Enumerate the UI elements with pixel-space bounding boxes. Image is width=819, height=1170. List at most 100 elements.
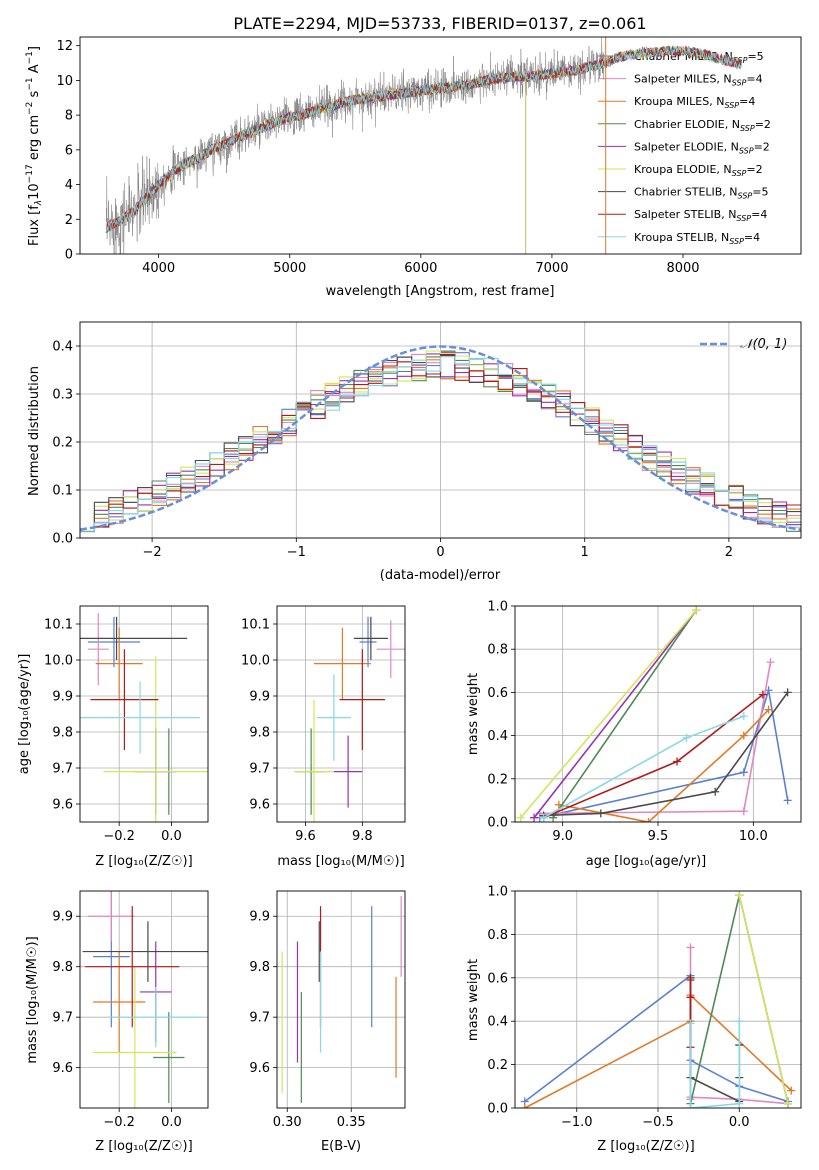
residual-hist-kroupa-stelib bbox=[80, 356, 801, 532]
spectrum-ytick-label: 2 bbox=[65, 213, 73, 228]
age-vs-mass-ytick-label: 10.0 bbox=[241, 654, 270, 669]
residuals-xtick-label: 0 bbox=[436, 545, 444, 560]
weight-marker bbox=[739, 807, 748, 816]
residuals-ytick-label: 0.3 bbox=[52, 388, 73, 403]
weight-vs-Z-ytick-label: 0.6 bbox=[487, 971, 508, 986]
spectrum-xlabel: wavelength [Angstrom, rest frame] bbox=[326, 284, 555, 299]
mass-vs-EBV-ytick-label: 9.9 bbox=[249, 910, 270, 925]
weightZ-xlabel: Z [log₁₀(Z/Z☉)] bbox=[597, 1139, 694, 1154]
weight-marker bbox=[711, 787, 720, 796]
weight-marker bbox=[673, 757, 682, 766]
weight-vs-Z-frame bbox=[514, 890, 802, 1109]
weight-line-chabrier-stelib bbox=[543, 691, 789, 817]
age-vs-Z-ytick-label: 9.6 bbox=[52, 798, 73, 813]
weight-vs-age-ytick-label: 0.6 bbox=[487, 686, 508, 701]
weight-marker bbox=[758, 690, 767, 699]
weight-marker bbox=[764, 705, 773, 714]
residuals-xtick-label: −2 bbox=[143, 545, 162, 560]
mass-vs-EBV-axes: 0.30 0.35 9.6 9.7 9.8 9.9 bbox=[249, 891, 405, 1130]
weight-marker bbox=[644, 818, 653, 822]
mass-vs-Z-ytick-label: 9.6 bbox=[52, 1061, 73, 1076]
spectrum-data bbox=[105, 37, 743, 254]
weight-vs-age-ytick-label: 1.0 bbox=[487, 600, 508, 615]
weight-vs-Z-ytick-label: 0.4 bbox=[487, 1015, 508, 1030]
weight-vs-age-ytick-label: 0.8 bbox=[487, 643, 508, 658]
weight-line-chabrier-miles bbox=[539, 689, 789, 819]
errorbar-point bbox=[82, 921, 208, 982]
weight-marker bbox=[739, 731, 748, 740]
weight-vs-age-ytick-label: 0.2 bbox=[487, 772, 508, 787]
spectrum-frame bbox=[79, 36, 802, 255]
mass-vs-EBV-xtick-label: 0.35 bbox=[337, 1115, 366, 1130]
residuals-ytick-label: 0.2 bbox=[52, 436, 73, 451]
age-vs-Z-ytick-label: 9.9 bbox=[52, 690, 73, 705]
age-vs-mass-ytick-label: 9.6 bbox=[249, 798, 270, 813]
mass-vs-Z-axes: −0.2 0.0 9.6 9.7 9.8 9.9 bbox=[52, 891, 208, 1130]
mass-vs-Z-ytick-label: 9.9 bbox=[52, 910, 73, 925]
weight-marker bbox=[787, 1086, 796, 1095]
weight-vs-Z-xtick-label: −1.0 bbox=[561, 1115, 593, 1130]
weight-marker bbox=[783, 796, 792, 805]
residuals-panel: (data-model)/error Normed distribution 𝒩… bbox=[27, 337, 787, 583]
weight-vs-age-xtick-label: 9.5 bbox=[648, 829, 669, 844]
weight-marker bbox=[516, 813, 525, 822]
age-vs-Z-ytick-label: 9.7 bbox=[52, 762, 73, 777]
legend-label: Kroupa MILES, NSSP=4 bbox=[634, 95, 755, 110]
residuals-axes: −2 −1 0 1 2 0.0 0.1 0.2 0.3 0.4 bbox=[52, 322, 801, 560]
ageZ-xlabel: Z [log₁₀(Z/Z☉)] bbox=[95, 854, 192, 869]
weight-marker bbox=[682, 733, 691, 742]
errorbar-point bbox=[376, 620, 405, 678]
errorbar-point bbox=[85, 906, 180, 1028]
age-vs-mass-xtick-label: 9.6 bbox=[295, 829, 316, 844]
errorbar-point bbox=[313, 627, 371, 700]
spectrum-ylabel: Flux [fλ10−17 erg cm−2 s−1 A−1] bbox=[25, 46, 44, 246]
weight-marker bbox=[596, 809, 605, 818]
age-vs-Z-frame bbox=[79, 605, 209, 823]
weight-vs-age-ytick-label: 0.0 bbox=[487, 816, 508, 831]
weight-marker bbox=[686, 943, 695, 952]
spectrum-ytick-label: 6 bbox=[65, 143, 73, 158]
errorbar-point bbox=[353, 616, 388, 660]
errorbar-point bbox=[294, 699, 334, 822]
residuals-histograms bbox=[80, 345, 801, 533]
age-vs-Z-ytick-label: 9.8 bbox=[52, 726, 73, 741]
errorbar-point bbox=[90, 649, 159, 750]
mass-vs-EBV-ytick-label: 9.6 bbox=[249, 1061, 270, 1076]
gaussian-legend-label: 𝒩(0, 1) bbox=[740, 337, 787, 352]
residuals-xtick-label: 2 bbox=[725, 545, 733, 560]
weight-marker bbox=[686, 1104, 695, 1108]
weight-vs-Z-xtick-label: −0.5 bbox=[642, 1115, 674, 1130]
massZ-ylabel: mass [log₁₀(M/M☉)] bbox=[25, 936, 40, 1063]
age-vs-Z-ytick-label: 10.0 bbox=[44, 654, 73, 669]
weight-marker bbox=[739, 712, 748, 721]
residuals-frame bbox=[79, 321, 802, 539]
spectrum-ytick-label: 12 bbox=[56, 39, 73, 54]
spectrum-xtick-label: 6000 bbox=[404, 261, 437, 276]
massEBV-xlabel: E(B-V) bbox=[321, 1139, 361, 1154]
weight-vs-Z-axes: −1.0 −0.5 0.0 0.0 0.2 0.4 0.6 0.8 1.0 bbox=[487, 885, 801, 1130]
errorbar-point bbox=[80, 616, 188, 660]
residuals-ylabel: Normed distribution bbox=[27, 366, 42, 496]
age-vs-Z-points bbox=[80, 613, 208, 822]
age-vs-mass-frame bbox=[276, 605, 406, 823]
residuals-legend: 𝒩(0, 1) bbox=[700, 337, 787, 352]
age-vs-Z-xtick-label: 0.0 bbox=[161, 829, 182, 844]
ageMass-xlabel: mass [log₁₀(M/M☉)] bbox=[277, 854, 404, 869]
residual-hist-kroupa-miles bbox=[80, 359, 801, 533]
age-vs-Z-panel: Z [log₁₀(Z/Z☉)] age [log₁₀(age/yr)] bbox=[17, 654, 193, 869]
residuals-ytick-label: 0.4 bbox=[52, 340, 73, 355]
weight-line-kroupa-elodie bbox=[738, 895, 789, 1104]
weightAge-ylabel: mass weight bbox=[466, 673, 481, 755]
errorbar-point bbox=[339, 649, 386, 750]
legend-label: Salpeter MILES, NSSP=4 bbox=[634, 73, 763, 88]
errorbar-point bbox=[108, 986, 203, 1048]
mass-vs-EBV-xtick-label: 0.30 bbox=[273, 1115, 302, 1130]
weight-vs-age-axes: 9.0 9.5 10.0 0.0 0.2 0.4 0.6 0.8 1.0 bbox=[487, 600, 801, 844]
weight-vs-Z-ytick-label: 1.0 bbox=[487, 885, 508, 900]
errorbar-point bbox=[316, 674, 351, 761]
errorbar-point bbox=[103, 656, 208, 822]
weight-vs-Z-panel: Z [log₁₀(Z/Z☉)] mass weight bbox=[466, 959, 695, 1154]
weight-marker bbox=[539, 813, 548, 822]
mass-vs-EBV-frame bbox=[276, 890, 406, 1109]
residuals-ytick-label: 0.1 bbox=[52, 484, 73, 499]
